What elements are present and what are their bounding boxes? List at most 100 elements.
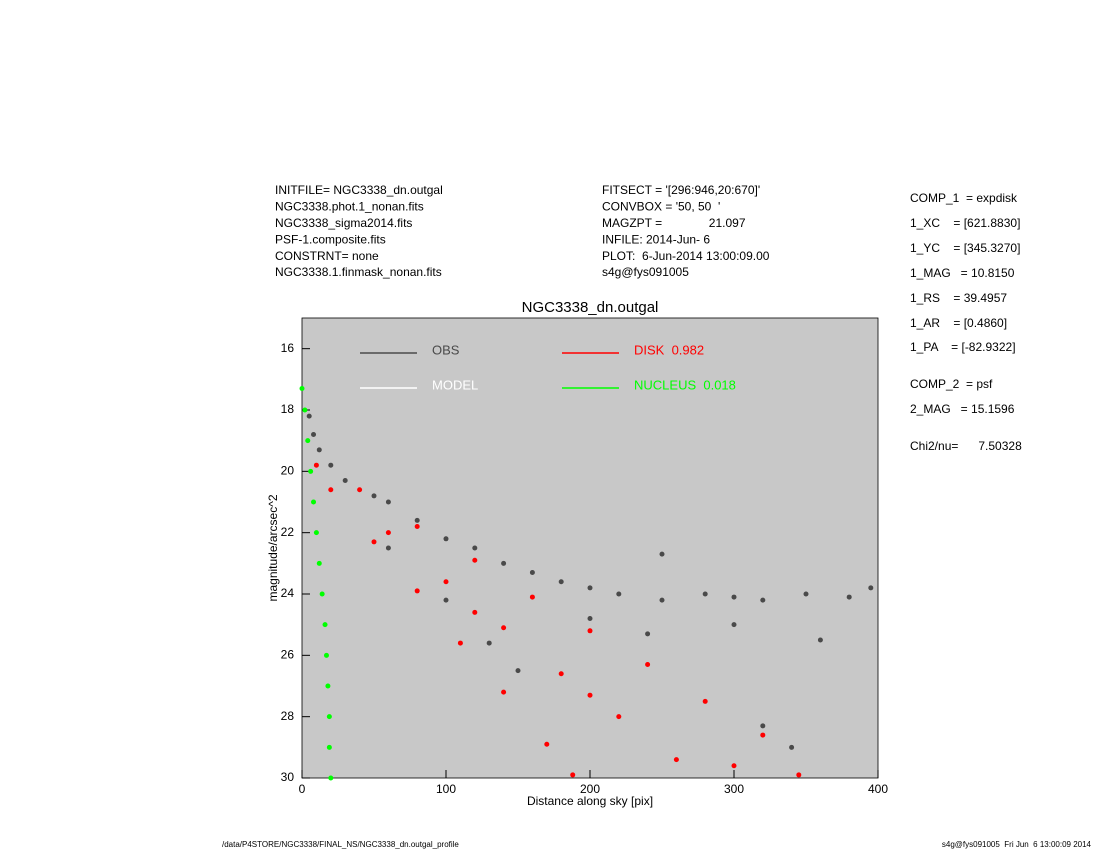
data-point xyxy=(817,637,823,643)
data-point xyxy=(587,628,593,634)
data-point xyxy=(702,698,708,704)
component-line: 2_MAG = 15.1596 xyxy=(910,402,1015,416)
data-point xyxy=(616,714,622,720)
data-point xyxy=(443,536,449,542)
data-point xyxy=(414,588,420,594)
data-point xyxy=(443,597,449,603)
data-point xyxy=(313,462,319,468)
component-line: COMP_2 = psf xyxy=(910,377,993,391)
data-point xyxy=(673,757,679,763)
data-point xyxy=(659,597,665,603)
x-tick-label: 100 xyxy=(436,782,456,796)
data-point xyxy=(731,594,737,600)
header-line: NGC3338.phot.1_nonan.fits xyxy=(275,200,424,214)
data-point xyxy=(587,616,593,622)
data-point xyxy=(457,640,463,646)
data-point xyxy=(326,744,332,750)
x-tick-label: 200 xyxy=(580,782,600,796)
data-point xyxy=(544,741,550,747)
data-point xyxy=(731,622,737,628)
data-point xyxy=(645,662,651,668)
y-tick-label: 20 xyxy=(281,464,295,478)
legend-label: OBS xyxy=(432,342,460,357)
legend-label: NUCLEUS 0.018 xyxy=(634,377,736,392)
data-point xyxy=(328,462,334,468)
data-point xyxy=(472,557,478,563)
data-point xyxy=(796,772,802,778)
data-point xyxy=(323,652,329,658)
data-point xyxy=(328,487,334,493)
component-line: 1_YC = [345.3270] xyxy=(910,241,1020,255)
data-point xyxy=(385,530,391,536)
component-line: 1_RS = 39.4957 xyxy=(910,291,1007,305)
data-point xyxy=(472,609,478,615)
data-point xyxy=(414,517,420,523)
header-line: CONSTRNT= none xyxy=(275,249,379,263)
data-point xyxy=(316,560,322,566)
y-tick-label: 18 xyxy=(281,402,295,416)
data-point xyxy=(501,689,507,695)
component-line: 1_AR = [0.4860] xyxy=(910,316,1007,330)
data-point xyxy=(385,545,391,551)
y-axis-label: magnitude/arcsec^2 xyxy=(266,494,280,601)
data-point xyxy=(311,499,317,505)
data-point xyxy=(371,539,377,545)
data-point xyxy=(313,530,319,536)
y-tick-label: 28 xyxy=(281,709,295,723)
header-line: FITSECT = '[296:946,20:670]' xyxy=(602,183,760,197)
header-line: s4g@fys091005 xyxy=(602,265,689,279)
data-point xyxy=(501,625,507,631)
legend-label: MODEL xyxy=(432,377,478,392)
data-point xyxy=(616,591,622,597)
data-point xyxy=(515,668,521,674)
data-point xyxy=(322,622,328,628)
data-point xyxy=(486,640,492,646)
data-point xyxy=(302,407,308,413)
x-tick-label: 0 xyxy=(299,782,306,796)
header-line: INITFILE= NGC3338_dn.outgal xyxy=(275,183,443,197)
component-line: 1_MAG = 10.8150 xyxy=(910,266,1015,280)
header-line: PLOT: 6-Jun-2014 13:00:09.00 xyxy=(602,249,770,263)
data-point xyxy=(472,545,478,551)
component-line: 1_XC = [621.8830] xyxy=(910,216,1020,230)
y-tick-label: 26 xyxy=(281,648,295,662)
data-point xyxy=(868,585,874,591)
y-tick-label: 30 xyxy=(281,770,295,784)
data-point xyxy=(645,631,651,637)
data-point xyxy=(789,744,795,750)
data-point xyxy=(342,478,348,484)
data-point xyxy=(385,499,391,505)
data-point xyxy=(443,579,449,585)
header-line: NGC3338_sigma2014.fits xyxy=(275,216,412,230)
component-line: COMP_1 = expdisk xyxy=(910,191,1018,205)
data-point xyxy=(357,487,363,493)
data-point xyxy=(305,438,311,444)
footer-path: /data/P4STORE/NGC3338/FINAL_NS/NGC3338_d… xyxy=(222,840,459,849)
data-point xyxy=(316,447,322,453)
data-point xyxy=(760,597,766,603)
x-tick-label: 400 xyxy=(868,782,888,796)
data-point xyxy=(731,763,737,769)
header-line: INFILE: 2014-Jun- 6 xyxy=(602,232,710,246)
data-point xyxy=(558,579,564,585)
chart-title: NGC3338_dn.outgal xyxy=(522,299,659,316)
data-point xyxy=(570,772,576,778)
legend-label: DISK 0.982 xyxy=(634,342,704,357)
data-point xyxy=(529,594,535,600)
x-tick-label: 300 xyxy=(724,782,744,796)
x-axis-label: Distance along sky [pix] xyxy=(527,794,653,808)
plot-area xyxy=(301,317,879,779)
data-point xyxy=(760,723,766,729)
data-point xyxy=(311,432,317,438)
data-point xyxy=(659,551,665,557)
data-point xyxy=(587,692,593,698)
data-point xyxy=(308,468,314,474)
header-line: NGC3338.1.finmask_nonan.fits xyxy=(275,265,442,279)
y-tick-label: 16 xyxy=(281,341,295,355)
data-point xyxy=(760,732,766,738)
data-point xyxy=(529,570,535,576)
data-point xyxy=(587,585,593,591)
data-point xyxy=(371,493,377,499)
data-point xyxy=(306,413,312,419)
